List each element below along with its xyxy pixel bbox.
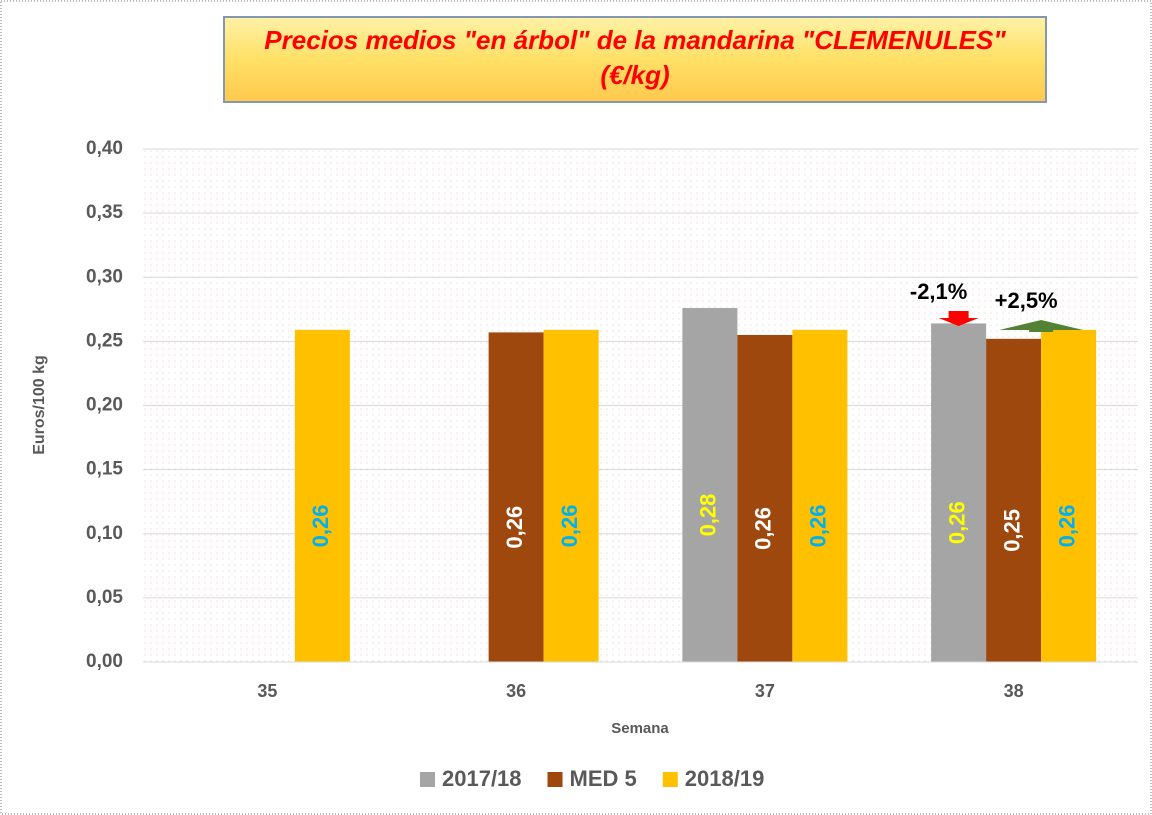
bar xyxy=(986,338,1042,662)
chart-title: Precios medios "en árbol" de la mandarin… xyxy=(264,25,1006,55)
legend-label: MED 5 xyxy=(570,766,637,791)
y-tick-label: 0,35 xyxy=(86,202,123,223)
legend-label: 2018/19 xyxy=(685,766,765,791)
y-axis-label: Euros/100 kg xyxy=(31,355,48,455)
value-label: 0,26 xyxy=(944,501,969,544)
x-axis-label: Semana xyxy=(611,720,669,737)
bar xyxy=(543,329,599,662)
value-label: 0,25 xyxy=(999,509,1024,552)
annotation: -2,1% xyxy=(910,279,967,304)
legend-swatch xyxy=(547,772,563,787)
value-label: 0,26 xyxy=(751,507,776,550)
y-tick-label: 0,40 xyxy=(86,138,123,159)
y-tick-label: 0,05 xyxy=(86,587,123,608)
value-label: 0,26 xyxy=(308,505,333,548)
bar xyxy=(931,323,987,662)
y-tick-label: 0,20 xyxy=(86,395,123,416)
value-label: 0,26 xyxy=(1054,505,1079,548)
arrow-up xyxy=(999,320,1084,332)
annotation: +2,5% xyxy=(995,288,1058,313)
y-tick-label: 0,00 xyxy=(86,651,123,672)
bar xyxy=(682,308,738,662)
arrow-down xyxy=(938,311,979,326)
bar xyxy=(737,334,793,662)
x-tick-label: 37 xyxy=(755,681,775,701)
bar xyxy=(792,329,848,662)
x-tick-label: 38 xyxy=(1004,681,1024,701)
legend-swatch xyxy=(662,772,678,787)
bar xyxy=(1041,329,1097,662)
y-tick-label: 0,30 xyxy=(86,266,123,287)
legend-swatch xyxy=(420,772,435,787)
y-tick-label: 0,10 xyxy=(86,523,123,544)
value-label: 0,26 xyxy=(806,505,831,548)
value-label: 0,26 xyxy=(502,506,527,549)
bar xyxy=(294,329,350,662)
chart-subtitle: (€/kg) xyxy=(600,60,669,90)
title-box xyxy=(223,16,1047,103)
x-tick-label: 36 xyxy=(506,681,526,701)
y-tick-label: 0,15 xyxy=(86,459,123,480)
y-tick-label: 0,25 xyxy=(86,330,123,351)
value-label: 0,26 xyxy=(557,505,582,548)
x-tick-label: 35 xyxy=(257,681,277,701)
bar xyxy=(488,332,544,662)
value-label: 0,28 xyxy=(696,494,721,537)
legend-label: 2017/18 xyxy=(442,766,522,791)
